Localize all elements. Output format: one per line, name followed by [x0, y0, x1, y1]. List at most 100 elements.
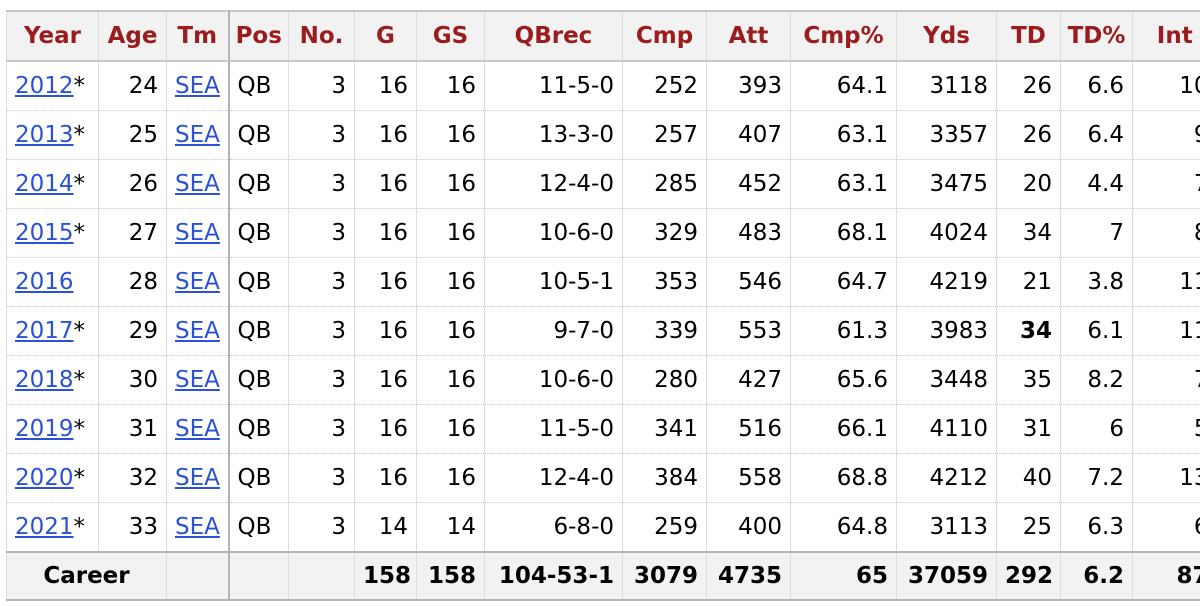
pos-cell: QB	[228, 208, 289, 258]
td-cell: 26	[996, 61, 1061, 111]
td-cell: 31	[996, 404, 1061, 454]
col-header-gs[interactable]: GS	[416, 10, 485, 62]
col-header-yds[interactable]: Yds	[896, 10, 997, 62]
career-label: Career	[6, 551, 167, 601]
team-link[interactable]: SEA	[175, 73, 220, 99]
team-link[interactable]: SEA	[175, 122, 220, 148]
team-cell: SEA	[166, 306, 230, 356]
pro-bowl-mark: *	[73, 465, 86, 491]
games-cell: 16	[354, 404, 417, 454]
attempts-cell: 393	[706, 61, 791, 111]
yards-cell: 4219	[896, 257, 997, 307]
games-cell: 16	[354, 61, 417, 111]
year-link[interactable]: 2016	[15, 269, 74, 295]
qb-record-cell: 12-4-0	[484, 453, 623, 503]
team-link[interactable]: SEA	[175, 465, 220, 491]
td-pct-cell: 6.4	[1060, 110, 1133, 160]
pos-cell: QB	[228, 159, 289, 209]
age-cell: 29	[98, 306, 167, 356]
year-link[interactable]: 2015	[15, 220, 74, 246]
td-cell: 20	[996, 159, 1061, 209]
team-link[interactable]: SEA	[175, 318, 220, 344]
games-cell: 16	[354, 257, 417, 307]
table-row: 2015* 27 SEA QB 3 16 16 10-6-0 329 483 68.1 4024 34 7…	[6, 208, 1200, 258]
col-header-att[interactable]: Att	[706, 10, 791, 62]
td-cell: 34	[996, 208, 1061, 258]
td-cell: 21	[996, 257, 1061, 307]
number-cell: 3	[288, 355, 355, 405]
qb-record-cell: 13-3-0	[484, 110, 623, 160]
year-link[interactable]: 2017	[15, 318, 74, 344]
number-cell: 3	[288, 110, 355, 160]
year-link[interactable]: 2021	[15, 514, 74, 540]
yards-cell: 4110	[896, 404, 997, 454]
col-header-year[interactable]: Year	[6, 10, 99, 62]
games-cell: 16	[354, 306, 417, 356]
attempts-cell: 553	[706, 306, 791, 356]
year-cell: 2016	[6, 257, 99, 307]
table-row: 2012* 24 SEA QB 3 16 16 11-5-0 252 393 64.1 3118 26 6…	[6, 61, 1200, 111]
team-link[interactable]: SEA	[175, 514, 220, 540]
col-header-qbrec[interactable]: QBrec	[484, 10, 623, 62]
completion-pct-cell: 64.7	[790, 257, 897, 307]
career-int-cell: 87	[1132, 551, 1200, 601]
completions-cell: 353	[622, 257, 707, 307]
year-link[interactable]: 2013	[15, 122, 74, 148]
attempts-cell: 546	[706, 257, 791, 307]
year-cell: 2012*	[6, 61, 99, 111]
year-link[interactable]: 2019	[15, 416, 74, 442]
number-cell: 3	[288, 453, 355, 503]
completions-cell: 339	[622, 306, 707, 356]
completions-cell: 285	[622, 159, 707, 209]
col-header-cmp[interactable]: Cmp	[622, 10, 707, 62]
col-header-tm[interactable]: Tm	[166, 10, 230, 62]
team-link[interactable]: SEA	[175, 220, 220, 246]
games-cell: 16	[354, 208, 417, 258]
col-header-td-pct[interactable]: TD%	[1060, 10, 1133, 62]
year-link[interactable]: 2012	[15, 73, 74, 99]
year-link[interactable]: 2020	[15, 465, 74, 491]
table-row: 2013* 25 SEA QB 3 16 16 13-3-0 257 407 63.1 3357 26 6…	[6, 110, 1200, 160]
team-cell: SEA	[166, 355, 230, 405]
team-link[interactable]: SEA	[175, 367, 220, 393]
games-cell: 16	[354, 453, 417, 503]
year-link[interactable]: 2018	[15, 367, 74, 393]
team-cell: SEA	[166, 502, 230, 553]
completions-cell: 257	[622, 110, 707, 160]
number-cell: 3	[288, 404, 355, 454]
qb-record-cell: 11-5-0	[484, 61, 623, 111]
yards-cell: 3475	[896, 159, 997, 209]
games-started-cell: 14	[416, 502, 485, 553]
games-started-cell: 16	[416, 355, 485, 405]
team-link[interactable]: SEA	[175, 416, 220, 442]
year-link[interactable]: 2014	[15, 171, 74, 197]
team-link[interactable]: SEA	[175, 269, 220, 295]
age-cell: 33	[98, 502, 167, 553]
pro-bowl-mark: *	[73, 122, 86, 148]
qb-record-cell: 10-6-0	[484, 355, 623, 405]
qb-record-cell: 12-4-0	[484, 159, 623, 209]
yards-cell: 3113	[896, 502, 997, 553]
col-header-no[interactable]: No.	[288, 10, 355, 62]
career-completions-cell: 3079	[622, 551, 707, 601]
col-header-g[interactable]: G	[354, 10, 417, 62]
col-header-age[interactable]: Age	[98, 10, 167, 62]
team-link[interactable]: SEA	[175, 171, 220, 197]
col-header-td[interactable]: TD	[996, 10, 1061, 62]
completions-cell: 259	[622, 502, 707, 553]
attempts-cell: 483	[706, 208, 791, 258]
col-header-int[interactable]: Int	[1132, 10, 1200, 62]
td-pct-cell: 7.2	[1060, 453, 1133, 503]
age-cell: 26	[98, 159, 167, 209]
pro-bowl-mark: *	[73, 416, 86, 442]
col-header-cmp-pct[interactable]: Cmp%	[790, 10, 897, 62]
int-cell: 11	[1132, 306, 1200, 356]
td-pct-cell: 7	[1060, 208, 1133, 258]
yards-cell: 3983	[896, 306, 997, 356]
age-cell: 28	[98, 257, 167, 307]
int-cell: 5	[1132, 404, 1200, 454]
number-cell: 3	[288, 61, 355, 111]
col-header-pos[interactable]: Pos	[228, 10, 289, 62]
attempts-cell: 558	[706, 453, 791, 503]
career-games-cell: 158	[354, 551, 417, 601]
